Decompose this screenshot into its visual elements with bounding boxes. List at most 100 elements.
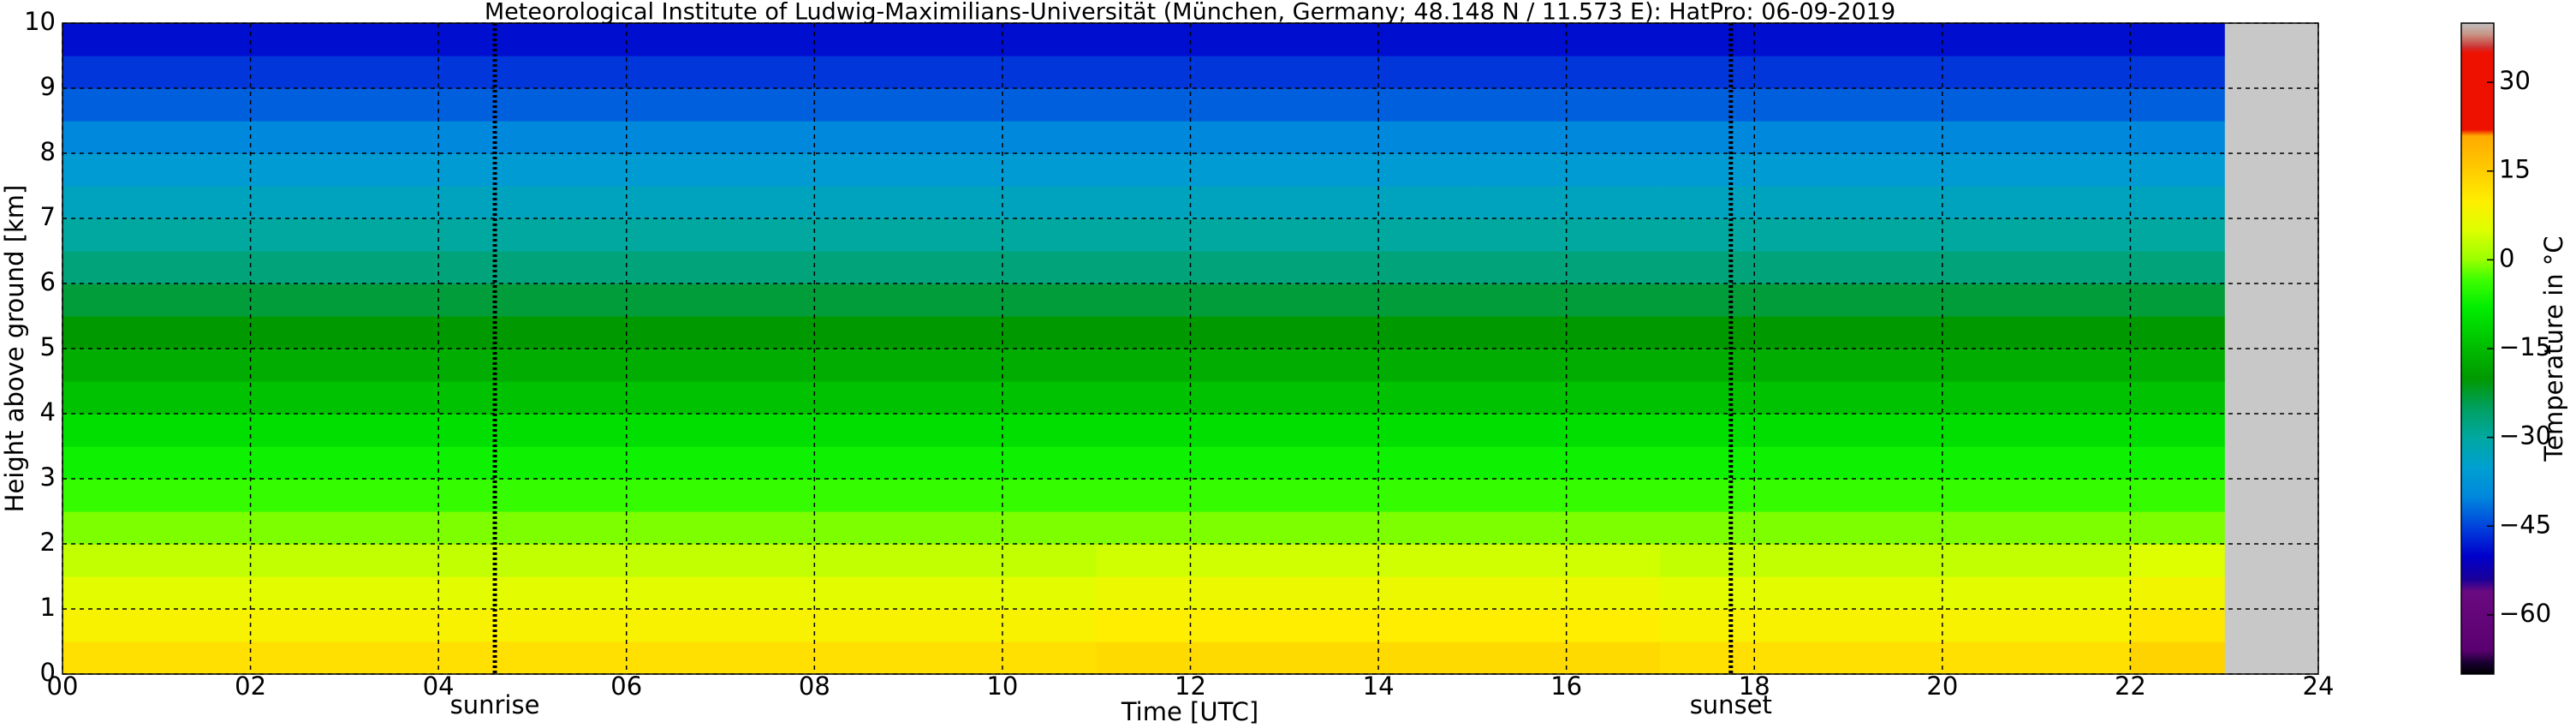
heatmap-cell — [156, 218, 252, 252]
colorbar-segment — [2461, 650, 2494, 663]
heatmap-cell — [344, 121, 439, 154]
colorbar-segment — [2461, 467, 2494, 498]
x-tick-label: 20 — [1926, 671, 1958, 701]
heatmap-cell — [1942, 153, 2038, 187]
heatmap-cell — [1754, 576, 1849, 610]
heatmap-cell — [720, 218, 815, 252]
heatmap-cell — [1754, 56, 1849, 89]
heatmap-cell — [814, 479, 909, 512]
heatmap-cell — [1096, 56, 1192, 89]
heatmap-cell — [908, 153, 1003, 187]
heatmap-cell — [1942, 56, 2038, 89]
heatmap-cell — [1942, 609, 2038, 642]
heatmap-cell — [1754, 544, 1849, 577]
y-tick-label: 8 — [40, 137, 56, 166]
heatmap-cell — [1190, 251, 1285, 284]
heatmap-cell — [1096, 414, 1192, 447]
colorbar-segment — [2461, 23, 2494, 36]
heatmap-cell — [1566, 544, 1662, 577]
heatmap-cell — [250, 251, 345, 284]
heatmap-cell — [1378, 121, 1473, 154]
heatmap-cell — [438, 609, 533, 642]
heatmap-cell — [814, 349, 909, 382]
heatmap-cell — [1190, 511, 1285, 545]
heatmap-cell — [532, 576, 628, 610]
heatmap-cell — [1284, 576, 1379, 610]
heatmap-cell — [250, 88, 345, 122]
heatmap-cell — [1848, 121, 1943, 154]
heatmap-cell — [1848, 23, 1943, 57]
heatmap-cell — [532, 414, 628, 447]
heatmap-cell — [1848, 153, 1943, 187]
heatmap-cell — [62, 316, 158, 349]
heatmap-cell — [1942, 446, 2038, 480]
heatmap-cell — [814, 153, 909, 187]
heatmap-cell — [1284, 609, 1379, 642]
heatmap-cell — [908, 544, 1003, 577]
heatmap-cell — [1190, 414, 1285, 447]
heatmap-cell — [720, 544, 815, 577]
heatmap-cell — [2036, 153, 2132, 187]
heatmap-cell — [250, 609, 345, 642]
heatmap-cell — [814, 283, 909, 317]
heatmap-cell — [62, 153, 158, 187]
x-tick-label: 10 — [986, 671, 1018, 701]
colorbar-segment — [2461, 34, 2494, 48]
heatmap-cell — [532, 446, 628, 480]
x-tick-label: 18 — [1739, 671, 1770, 701]
heatmap-cell — [2130, 316, 2225, 349]
heatmap-cell — [1190, 56, 1285, 89]
heatmap-cell — [1754, 511, 1849, 545]
heatmap-cell — [344, 511, 439, 545]
heatmap-cell — [1660, 218, 1755, 252]
heatmap-cell — [626, 511, 722, 545]
heatmap-cell — [1660, 381, 1755, 415]
heatmap-cell — [62, 446, 158, 480]
colorbar-segment — [2461, 200, 2494, 231]
heatmap-cell — [1848, 609, 1943, 642]
heatmap-cell — [2130, 479, 2225, 512]
heatmap-cell — [1848, 641, 1943, 675]
heatmap-cell — [1942, 283, 2038, 317]
heatmap-cell — [1190, 381, 1285, 415]
heatmap-cell — [2130, 283, 2225, 317]
heatmap-cell — [1378, 349, 1473, 382]
colorbar-segment — [2461, 496, 2494, 527]
heatmap-cell — [1096, 479, 1192, 512]
heatmap-cell — [1096, 446, 1192, 480]
x-axis-label: Time [UTC] — [1121, 697, 1258, 726]
heatmap-cell — [2130, 56, 2225, 89]
heatmap-cell — [2130, 251, 2225, 284]
heatmap-cell — [1472, 609, 1568, 642]
heatmap-cell — [1660, 544, 1755, 577]
heatmap-cell — [532, 349, 628, 382]
heatmap-cell — [156, 381, 252, 415]
heatmap-cell — [1754, 349, 1849, 382]
heatmap-cell — [438, 316, 533, 349]
heatmap-cell — [344, 251, 439, 284]
heatmap-cell — [1754, 153, 1849, 187]
heatmap-cell — [2036, 544, 2132, 577]
annotation-label: sunset — [1690, 690, 1772, 719]
heatmap-cell — [1190, 23, 1285, 57]
heatmap-cell — [814, 251, 909, 284]
heatmap-cell — [156, 121, 252, 154]
heatmap-cell — [2130, 446, 2225, 480]
heatmap-cell — [2036, 641, 2132, 675]
heatmap-cell — [1378, 479, 1473, 512]
heatmap-cell — [1472, 446, 1568, 480]
heatmap-cell — [62, 349, 158, 382]
heatmap-cell — [2130, 544, 2225, 577]
heatmap-cell — [1284, 121, 1379, 154]
heatmap-cell — [344, 381, 439, 415]
heatmap-cell — [532, 88, 628, 122]
heatmap-cell — [438, 251, 533, 284]
heatmap-cell — [1284, 88, 1379, 122]
heatmap-cell — [720, 511, 815, 545]
heatmap-cell — [1660, 511, 1755, 545]
heatmap-cell — [250, 381, 345, 415]
heatmap-cell — [1848, 511, 1943, 545]
heatmap-cell — [1002, 609, 1098, 642]
heatmap-cell — [814, 609, 909, 642]
